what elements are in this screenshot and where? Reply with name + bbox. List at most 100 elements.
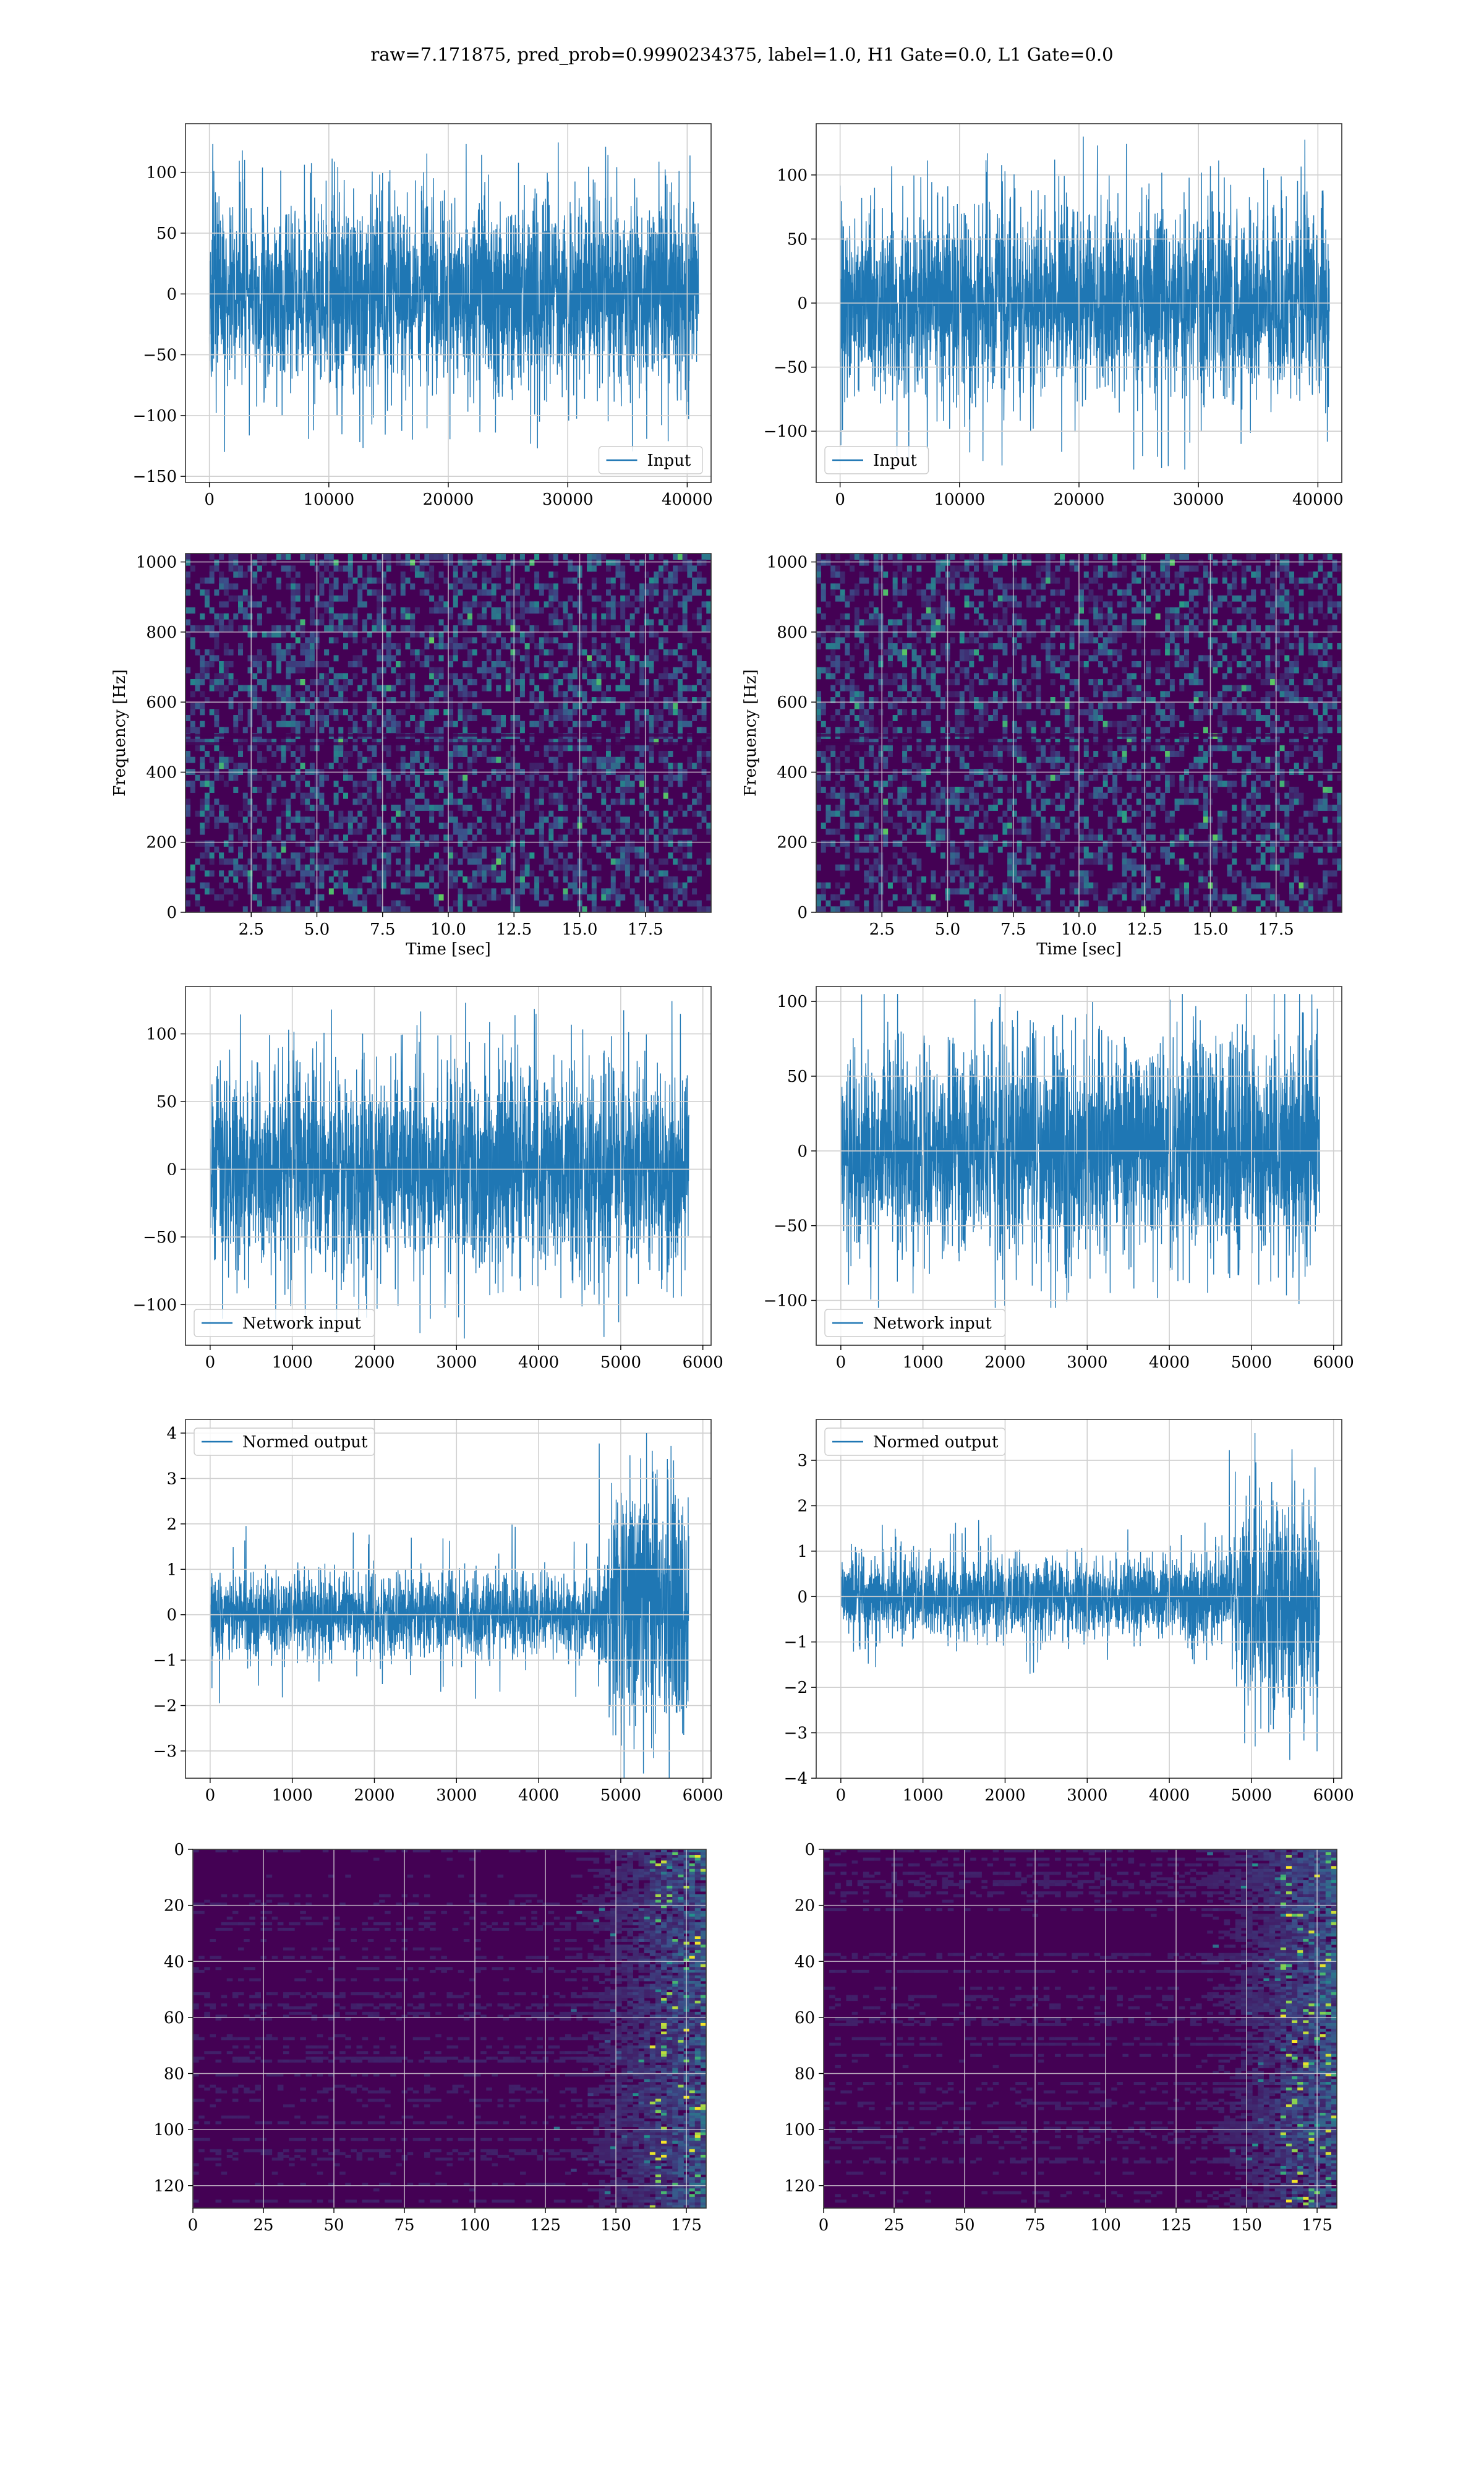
heatmap-cell xyxy=(252,673,258,680)
heatmap-cell xyxy=(992,559,998,566)
heatmap-cell xyxy=(228,841,234,847)
heatmap-cell xyxy=(563,697,568,703)
heatmap-cell xyxy=(1117,721,1122,727)
heatmap-cell xyxy=(931,643,936,649)
heatmap-cell xyxy=(467,607,472,614)
heatmap-cell xyxy=(663,738,668,745)
heatmap-cell xyxy=(911,655,917,662)
heatmap-cell xyxy=(472,756,477,763)
heatmap-cell xyxy=(433,643,439,649)
heatmap-cell xyxy=(1150,792,1156,799)
heatmap-cell xyxy=(295,679,301,685)
heatmap-cell xyxy=(591,715,597,721)
heatmap-cell xyxy=(620,577,626,584)
heatmap-cell xyxy=(219,577,224,584)
heatmap-cell xyxy=(501,810,506,817)
heatmap-cell xyxy=(873,894,879,901)
heatmap-cell xyxy=(950,727,955,734)
heatmap-cell xyxy=(242,738,248,745)
heatmap-cell xyxy=(472,834,477,841)
heatmap-cell xyxy=(328,571,334,578)
heatmap-cell xyxy=(1031,805,1036,811)
heatmap-cell xyxy=(859,846,864,853)
heatmap-cell xyxy=(262,852,267,859)
heatmap-cell xyxy=(1098,565,1103,572)
heatmap-cell xyxy=(295,816,301,823)
heatmap-cell xyxy=(869,882,874,889)
heatmap-cell xyxy=(267,673,272,680)
heatmap-cell xyxy=(257,738,262,745)
heatmap-cell xyxy=(682,852,688,859)
heatmap-cell xyxy=(1098,571,1103,578)
heatmap-cell xyxy=(1069,637,1075,644)
heatmap-cell xyxy=(1007,595,1013,602)
heatmap-cell xyxy=(496,870,501,877)
heatmap-cell xyxy=(696,798,702,805)
heatmap-cell xyxy=(1045,828,1051,835)
heatmap-cell xyxy=(1141,805,1146,811)
heatmap-cell xyxy=(247,715,253,721)
heatmap-cell xyxy=(921,667,927,674)
heatmap-cell xyxy=(639,781,645,787)
heatmap-cell xyxy=(267,792,272,799)
heatmap-cell xyxy=(906,691,912,698)
heatmap-cell xyxy=(696,655,702,662)
heatmap-cell xyxy=(491,589,497,596)
heatmap-cell xyxy=(1146,876,1151,883)
heatmap-cell xyxy=(291,738,296,745)
heatmap-cell xyxy=(333,673,339,680)
heatmap-cell xyxy=(219,613,224,620)
heatmap-cell xyxy=(286,858,291,865)
heatmap-cell xyxy=(190,787,195,793)
heatmap-cell xyxy=(816,738,822,745)
heatmap-cell xyxy=(491,727,497,734)
heatmap-cell xyxy=(1102,625,1108,631)
heatmap-cell xyxy=(601,763,607,769)
heatmap-cell xyxy=(692,876,697,883)
heatmap-cell xyxy=(1146,673,1151,680)
heatmap-cell xyxy=(200,679,205,685)
heatmap-cell xyxy=(519,613,525,620)
heatmap-cell xyxy=(319,559,325,566)
heatmap-cell xyxy=(482,834,487,841)
heatmap-cell xyxy=(955,852,960,859)
heatmap-cell xyxy=(568,763,573,769)
heatmap-cell xyxy=(892,798,898,805)
heatmap-cell xyxy=(673,589,678,596)
heatmap-cell xyxy=(348,823,353,829)
heatmap-cell xyxy=(625,625,630,631)
heatmap-cell xyxy=(400,613,406,620)
heatmap-cell xyxy=(706,625,711,631)
heatmap-cell xyxy=(1102,643,1108,649)
heatmap-cell xyxy=(835,864,840,871)
heatmap-cell xyxy=(1136,834,1141,841)
heatmap-cell xyxy=(1169,715,1175,721)
heatmap-cell xyxy=(1083,709,1089,716)
heatmap-cell xyxy=(510,906,516,912)
heatmap-cell xyxy=(429,655,435,662)
heatmap-cell xyxy=(840,571,845,578)
heatmap-cell xyxy=(367,870,372,877)
heatmap-cell xyxy=(878,571,884,578)
heatmap-cell xyxy=(300,554,305,560)
heatmap-cell xyxy=(219,756,224,763)
heatmap-cell xyxy=(978,834,984,841)
heatmap-cell xyxy=(601,756,607,763)
heatmap-cell xyxy=(291,888,296,895)
heatmap-cell xyxy=(319,619,325,626)
heatmap-cell xyxy=(324,691,330,698)
heatmap-cell xyxy=(1069,738,1075,745)
heatmap-cell xyxy=(305,703,310,709)
heatmap-cell xyxy=(1050,864,1055,871)
heatmap-cell xyxy=(992,894,998,901)
heatmap-cell xyxy=(1012,745,1017,751)
heatmap-cell xyxy=(1074,619,1080,626)
heatmap-cell xyxy=(591,756,597,763)
heatmap-cell xyxy=(247,870,253,877)
heatmap-cell xyxy=(242,906,248,912)
heatmap-cell xyxy=(200,673,205,680)
heatmap-cell xyxy=(1160,906,1166,912)
heatmap-cell xyxy=(902,864,908,871)
heatmap-cell xyxy=(1093,595,1099,602)
heatmap-cell xyxy=(223,649,229,656)
